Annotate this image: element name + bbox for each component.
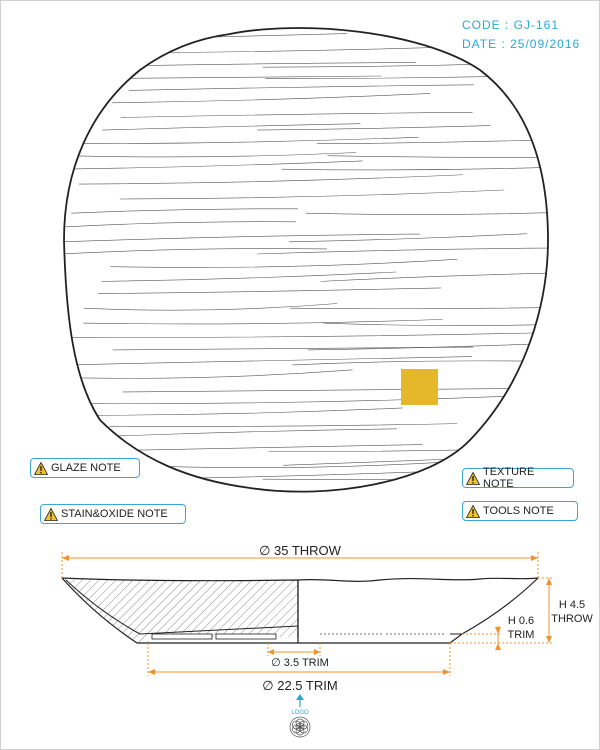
title-block: CODE : GJ-161 DATE : 25/09/2016 [462,16,580,54]
warning-icon [34,461,48,475]
texture-line [83,394,548,405]
warning-icon [466,504,480,518]
dimension-lines [61,552,554,676]
texture-line [127,75,382,79]
texture-line [83,319,443,325]
texture-line [120,45,506,54]
logo-label: LOGO [291,710,309,716]
texture-line [125,461,453,468]
date-label: DATE : 25/09/2016 [462,37,581,51]
texture-line [64,356,472,366]
texture-line [64,233,420,243]
texture-line [281,161,548,171]
height-trim-label-2: TRIM [508,629,535,641]
warning-icon [44,507,58,521]
texture-line [305,204,548,215]
tools-note-button[interactable]: TOOLS NOTE [462,501,578,521]
texture-line [111,93,431,104]
texture-line [102,123,361,131]
texture-line [64,221,296,228]
glaze-color-swatch [401,369,438,405]
texture-line [127,471,425,480]
texture-line [128,84,474,91]
texture-line [64,444,423,453]
texture-line [119,189,505,200]
texture-line [109,423,458,427]
texture-line [257,125,491,131]
texture-line [71,208,298,214]
texture-line [292,360,548,366]
texture-line [317,135,548,144]
height-throw-label-2: THROW [551,613,593,625]
plate-top-view [63,27,549,493]
texture-line [320,272,548,282]
code-label: CODE : GJ-161 [462,18,560,32]
flower-of-life-icon [289,716,311,738]
texture-line [323,317,548,326]
texture-line [307,343,543,351]
logo-marker: LOGO [289,694,311,738]
texture-line [110,259,457,268]
texture-line [262,58,548,68]
foot-trim-label: ∅ 3.5 TRIM [271,657,329,669]
texture-line [256,247,548,255]
texture-line [327,151,548,158]
texture-line [268,443,548,453]
height-throw-label-1: H 4.5 [559,599,585,611]
throwing-lines-texture [64,33,548,492]
tools-note-label: TOOLS NOTE [483,505,554,517]
plate-outline [63,27,549,493]
texture-line [265,73,548,79]
texture-line [101,271,397,282]
texture-line [83,303,338,311]
diameter-throw-label: ∅ 35 THROW [259,543,342,558]
glaze-note-label: GLAZE NOTE [51,462,121,474]
texture-line [98,287,442,294]
texture-line [289,301,548,310]
warning-icon [466,471,480,485]
texture-line [81,369,353,379]
glaze-note-button[interactable]: GLAZE NOTE [30,458,140,478]
height-trim-label-1: H 0.6 [508,615,534,627]
texture-note-label: TEXTURE NOTE [483,466,535,490]
texture-line [64,152,357,158]
texture-line [78,174,463,185]
stain-oxide-note-label: STAIN&OXIDE NOTE [61,508,168,520]
texture-line [122,388,511,393]
stain-oxide-note-button[interactable]: STAIN&OXIDE NOTE [40,504,186,524]
texture-line [120,112,473,118]
texture-line [289,233,528,243]
base-trim-label: ∅ 22.5 TRIM [262,678,337,693]
plate-cross-section [61,577,539,644]
section-hatch [62,578,298,643]
texture-line [64,160,363,170]
texture-line [75,136,419,144]
texture-note-button[interactable]: TEXTURE NOTE [462,466,574,490]
texture-line [70,407,403,416]
texture-line [64,248,328,255]
texture-line [64,332,548,338]
